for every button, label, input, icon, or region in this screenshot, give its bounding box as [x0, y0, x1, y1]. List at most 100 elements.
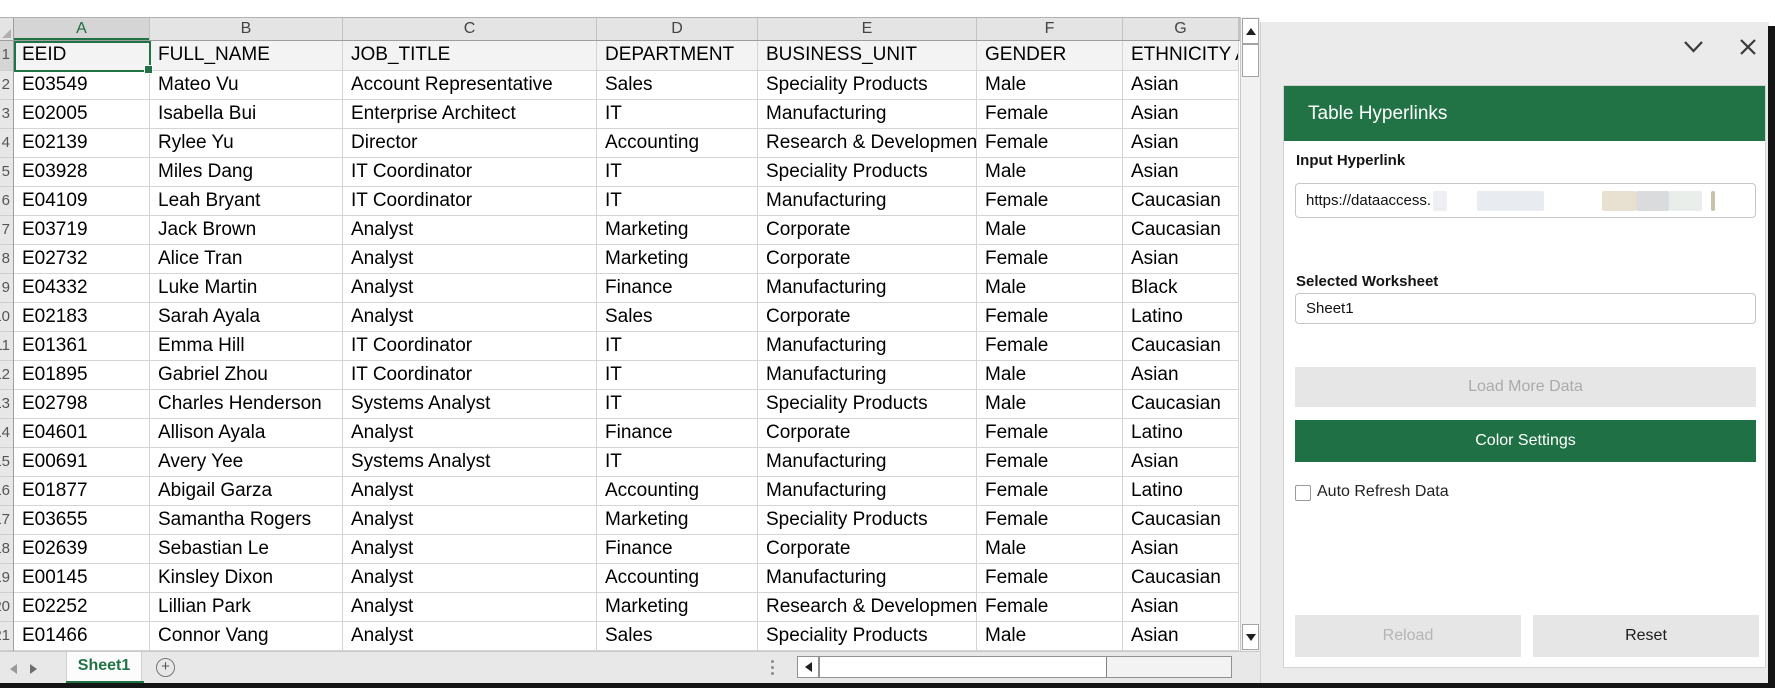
- cell[interactable]: Sarah Ayala: [150, 303, 343, 332]
- cell[interactable]: Caucasian: [1123, 564, 1239, 593]
- cell[interactable]: IT Coordinator: [343, 158, 597, 187]
- scroll-left-button[interactable]: [797, 656, 819, 678]
- column-header-a[interactable]: A: [14, 18, 150, 40]
- cell[interactable]: Caucasian: [1123, 390, 1239, 419]
- sheet-nav-right-icon[interactable]: [30, 664, 37, 674]
- cell[interactable]: Mateo Vu: [150, 71, 343, 100]
- cell[interactable]: Systems Analyst: [343, 390, 597, 419]
- cell[interactable]: Corporate: [758, 303, 977, 332]
- cell[interactable]: Female: [977, 129, 1123, 158]
- cell[interactable]: Analyst: [343, 245, 597, 274]
- row-number-8[interactable]: 8: [0, 245, 13, 274]
- cell[interactable]: Female: [977, 100, 1123, 129]
- cell[interactable]: Black: [1123, 274, 1239, 303]
- row-number-18[interactable]: 18: [0, 535, 13, 564]
- row-number-3[interactable]: 3: [0, 100, 13, 129]
- row-number-14[interactable]: 14: [0, 419, 13, 448]
- cell[interactable]: E01877: [14, 477, 150, 506]
- cell[interactable]: Caucasian: [1123, 506, 1239, 535]
- cell[interactable]: Analyst: [343, 216, 597, 245]
- cell[interactable]: E00691: [14, 448, 150, 477]
- cell[interactable]: Accounting: [597, 477, 758, 506]
- cell[interactable]: Rylee Yu: [150, 129, 343, 158]
- cell[interactable]: E01466: [14, 622, 150, 651]
- row-number-16[interactable]: 16: [0, 477, 13, 506]
- row-number-12[interactable]: 12: [0, 361, 13, 390]
- scroll-up-button[interactable]: [1242, 18, 1259, 44]
- cell[interactable]: Asian: [1123, 593, 1239, 622]
- cell[interactable]: Marketing: [597, 245, 758, 274]
- cell[interactable]: Female: [977, 448, 1123, 477]
- new-sheet-button[interactable]: +: [156, 658, 175, 677]
- cell[interactable]: Asian: [1123, 158, 1239, 187]
- cell[interactable]: Avery Yee: [150, 448, 343, 477]
- cell[interactable]: Leah Bryant: [150, 187, 343, 216]
- color-settings-button[interactable]: Color Settings: [1295, 420, 1756, 462]
- cell[interactable]: Analyst: [343, 535, 597, 564]
- cell[interactable]: E04601: [14, 419, 150, 448]
- cell[interactable]: Speciality Products: [758, 71, 977, 100]
- cell[interactable]: Enterprise Architect: [343, 100, 597, 129]
- cell[interactable]: Gabriel Zhou: [150, 361, 343, 390]
- cell[interactable]: Analyst: [343, 593, 597, 622]
- horizontal-scrollbar[interactable]: [819, 656, 1232, 678]
- cell[interactable]: Jack Brown: [150, 216, 343, 245]
- cell[interactable]: E03549: [14, 71, 150, 100]
- cell[interactable]: Research & Development: [758, 593, 977, 622]
- hyperlink-input[interactable]: https://dataaccess.: [1295, 183, 1756, 218]
- cell[interactable]: Lillian Park: [150, 593, 343, 622]
- cell[interactable]: Isabella Bui: [150, 100, 343, 129]
- cell-f1[interactable]: GENDER: [977, 41, 1123, 71]
- row-number-7[interactable]: 7: [0, 216, 13, 245]
- cell-a1[interactable]: EEID: [14, 41, 150, 71]
- column-header-f[interactable]: F: [977, 18, 1123, 40]
- row-number-5[interactable]: 5: [0, 158, 13, 187]
- cell[interactable]: Analyst: [343, 419, 597, 448]
- cell[interactable]: Sales: [597, 71, 758, 100]
- cell[interactable]: Speciality Products: [758, 622, 977, 651]
- row-number-4[interactable]: 4: [0, 129, 13, 158]
- scroll-down-button[interactable]: [1242, 624, 1259, 650]
- cell[interactable]: Luke Martin: [150, 274, 343, 303]
- cell[interactable]: E02639: [14, 535, 150, 564]
- cell[interactable]: Manufacturing: [758, 564, 977, 593]
- cell[interactable]: Kinsley Dixon: [150, 564, 343, 593]
- cell[interactable]: Analyst: [343, 506, 597, 535]
- cell[interactable]: Asian: [1123, 245, 1239, 274]
- cell[interactable]: Asian: [1123, 535, 1239, 564]
- cell[interactable]: Female: [977, 303, 1123, 332]
- cell[interactable]: Speciality Products: [758, 158, 977, 187]
- cell[interactable]: Emma Hill: [150, 332, 343, 361]
- cell[interactable]: IT: [597, 187, 758, 216]
- cell[interactable]: Manufacturing: [758, 274, 977, 303]
- cell[interactable]: IT: [597, 361, 758, 390]
- cell[interactable]: E03719: [14, 216, 150, 245]
- cell[interactable]: Male: [977, 535, 1123, 564]
- cell[interactable]: Manufacturing: [758, 100, 977, 129]
- cell-b1[interactable]: FULL_NAME: [150, 41, 343, 71]
- cell[interactable]: Female: [977, 564, 1123, 593]
- cell[interactable]: E03928: [14, 158, 150, 187]
- cell[interactable]: E04109: [14, 187, 150, 216]
- cell[interactable]: Sales: [597, 622, 758, 651]
- vertical-scrollbar[interactable]: [1240, 17, 1260, 651]
- cell[interactable]: Manufacturing: [758, 448, 977, 477]
- cell[interactable]: Male: [977, 274, 1123, 303]
- cell[interactable]: Systems Analyst: [343, 448, 597, 477]
- cell[interactable]: Asian: [1123, 71, 1239, 100]
- cell[interactable]: Asian: [1123, 129, 1239, 158]
- auto-refresh-checkbox[interactable]: [1295, 485, 1311, 501]
- tabbar-grip-icon[interactable]: [771, 660, 775, 678]
- cell[interactable]: Connor Vang: [150, 622, 343, 651]
- cell[interactable]: IT: [597, 390, 758, 419]
- cell[interactable]: Female: [977, 593, 1123, 622]
- cell[interactable]: E02139: [14, 129, 150, 158]
- cell[interactable]: E01361: [14, 332, 150, 361]
- row-number-15[interactable]: 15: [0, 448, 13, 477]
- cell[interactable]: E02732: [14, 245, 150, 274]
- cell[interactable]: Manufacturing: [758, 187, 977, 216]
- cell[interactable]: Corporate: [758, 245, 977, 274]
- row-number-6[interactable]: 6: [0, 187, 13, 216]
- cell[interactable]: E02798: [14, 390, 150, 419]
- reload-button[interactable]: Reload: [1295, 615, 1521, 657]
